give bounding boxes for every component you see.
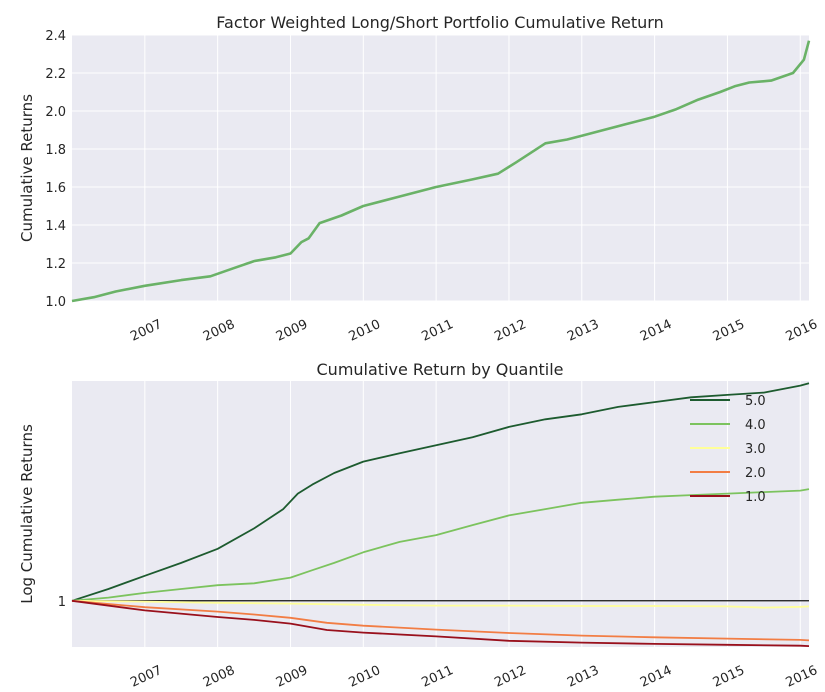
series-line-3-0 — [71, 599, 810, 609]
x-tick-label: 2016 — [784, 663, 820, 691]
x-tick-label: 2015 — [711, 317, 747, 345]
cumulative-return-chart: Factor Weighted Long/Short Portfolio Cum… — [18, 13, 820, 345]
x-tick-label: 2010 — [347, 317, 383, 345]
x-tick-label: 2008 — [201, 317, 237, 345]
series-line-1-0 — [71, 599, 810, 647]
x-tick-label: 2009 — [274, 317, 310, 345]
x-tick-label: 2014 — [638, 663, 674, 691]
x-tick-label: 2012 — [492, 663, 528, 691]
x-tick-label: 2016 — [784, 317, 820, 345]
y-tick-labels: 1 — [58, 595, 66, 610]
y-tick-label: 1.2 — [45, 257, 66, 272]
y-tick-labels: 1.0 1.2 1.4 1.6 1.8 2.0 2.2 2.4 — [45, 29, 66, 310]
x-tick-label: 2011 — [419, 317, 455, 345]
y-tick-label: 1.0 — [45, 295, 66, 310]
x-tick-label: 2012 — [492, 317, 528, 345]
x-tick-label: 2007 — [128, 317, 164, 345]
legend-label: 1.0 — [745, 490, 766, 505]
chart-title: Cumulative Return by Quantile — [317, 360, 564, 379]
x-tick-label: 2013 — [565, 317, 601, 345]
x-tick-label: 2011 — [419, 663, 455, 691]
legend: 5.0 4.0 3.0 2.0 1.0 — [690, 394, 766, 505]
y-axis-label: Log Cumulative Returns — [18, 424, 36, 604]
x-tick-labels: 2007 2008 2009 2010 2011 2012 2013 2014 2015 2016 — [128, 663, 820, 691]
x-tick-label: 2007 — [128, 663, 164, 691]
legend-label: 5.0 — [745, 394, 766, 409]
x-tick-label: 2014 — [638, 317, 674, 345]
series-lines — [71, 40, 811, 303]
y-tick-label: 2.0 — [45, 105, 66, 120]
quantile-return-chart: Cumulative Return by Quantile Log Cumula… — [18, 360, 820, 691]
x-tick-label: 2010 — [347, 663, 383, 691]
x-tick-label: 2015 — [711, 663, 747, 691]
series-line-5-0 — [71, 382, 810, 602]
series-line — [71, 40, 811, 303]
y-tick-label: 1 — [58, 595, 66, 610]
plot-area-background — [72, 35, 809, 301]
y-tick-label: 1.6 — [45, 181, 66, 196]
y-tick-label: 1.4 — [45, 219, 66, 234]
x-tick-label: 2009 — [274, 663, 310, 691]
y-axis-label: Cumulative Returns — [18, 94, 36, 242]
chart-title: Factor Weighted Long/Short Portfolio Cum… — [216, 13, 663, 32]
y-tick-label: 2.4 — [45, 29, 66, 44]
legend-label: 3.0 — [745, 442, 766, 457]
x-tick-labels: 2007 2008 2009 2010 2011 2012 2013 2014 2015 2016 — [128, 317, 820, 345]
series-lines — [71, 382, 810, 647]
y-tick-label: 1.8 — [45, 143, 66, 158]
legend-label: 2.0 — [745, 466, 766, 481]
series-line-2-0 — [71, 599, 810, 642]
legend-label: 4.0 — [745, 418, 766, 433]
y-tick-label: 2.2 — [45, 67, 66, 82]
series-line-4-0 — [71, 488, 810, 602]
x-tick-label: 2013 — [565, 663, 601, 691]
x-tick-label: 2008 — [201, 663, 237, 691]
